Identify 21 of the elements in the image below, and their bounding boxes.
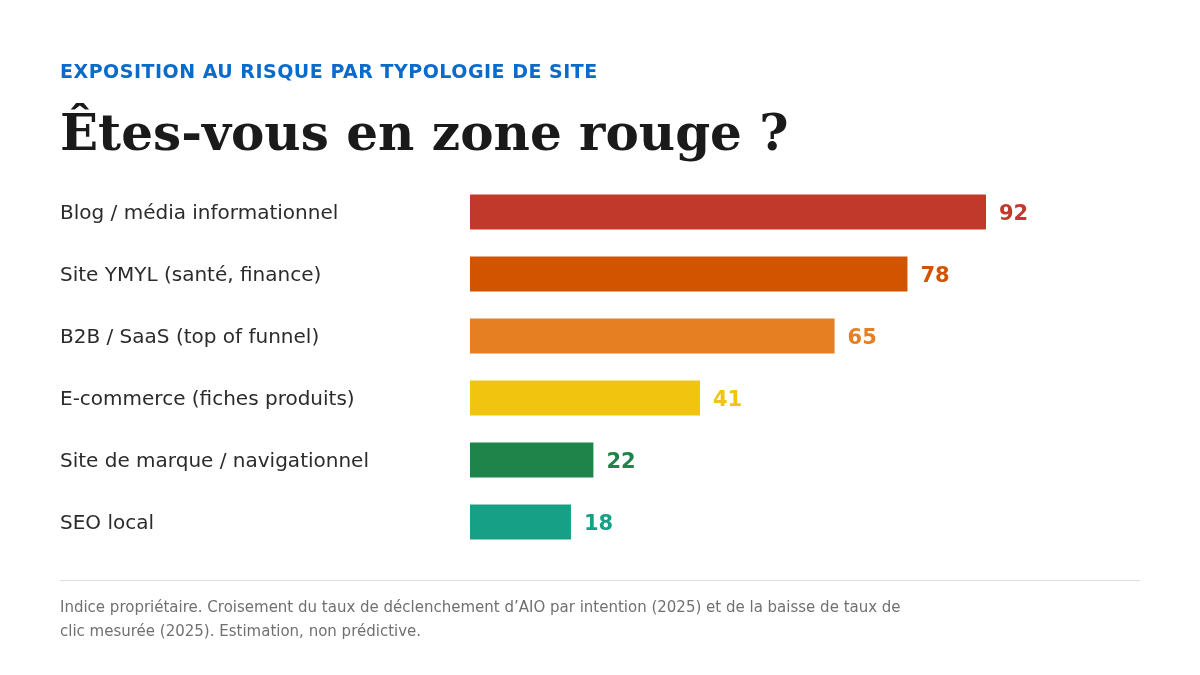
data-label: 41: [712, 387, 743, 411]
y-tick-label: Blog / média informationnel: [60, 200, 339, 224]
data-label: 22: [606, 449, 636, 473]
y-tick-label: Site YMYL (santé, finance): [60, 262, 322, 286]
chart-title: Êtes-vous en zone rouge ?: [60, 103, 789, 162]
bar: [470, 504, 571, 540]
text: Indice propriétaire. Croisement du taux de déclenchement d’AIO par intention (2025) et de la baisse de taux de clic mesurée (2025). Estimation, non prédictive.: [60, 598, 901, 640]
y-tick-label: Site de marque / navigationnel: [60, 448, 369, 472]
data-label: 18: [583, 511, 614, 535]
bar: [470, 256, 908, 292]
y-tick-label: E-commerce (fiches produits): [60, 386, 355, 410]
chart-subtitle: EXPOSITION AU RISQUE PAR TYPOLOGIE DE SITE: [60, 60, 598, 82]
y-tick-label: SEO local: [60, 510, 155, 534]
data-label: 78: [920, 263, 950, 287]
data-label: 65: [847, 325, 877, 349]
bar: [470, 318, 835, 354]
data-label: 92: [999, 201, 1029, 225]
bar: [470, 194, 986, 230]
y-tick-label: B2B / SaaS (top of funnel): [60, 324, 320, 348]
bar: [470, 442, 594, 478]
bar: [470, 380, 700, 416]
